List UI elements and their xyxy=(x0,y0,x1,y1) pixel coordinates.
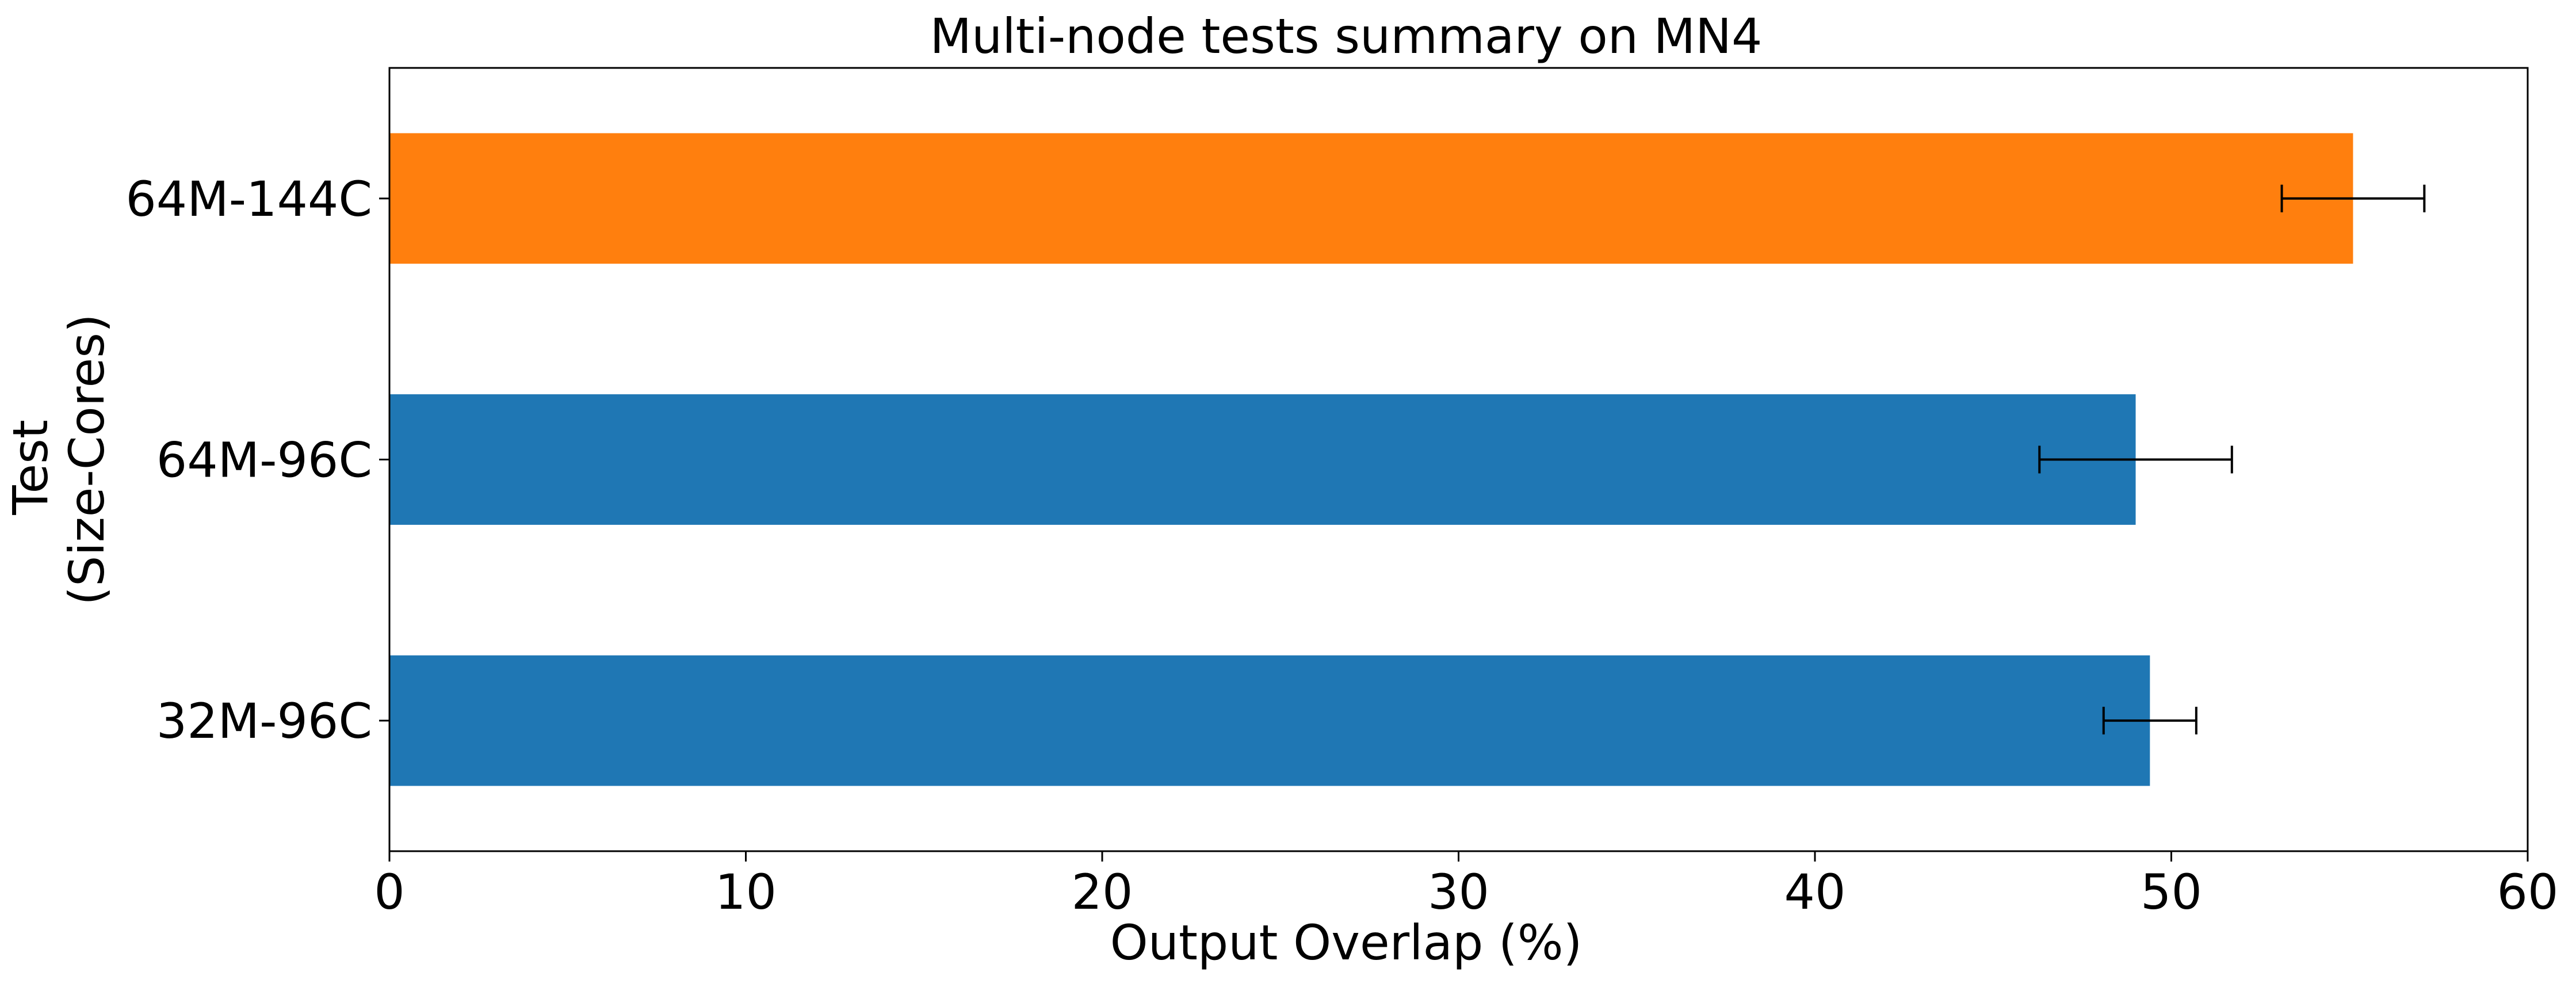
bars xyxy=(389,133,2353,786)
error-bar-64M-96C xyxy=(2038,445,2233,474)
x-tick-label: 50 xyxy=(2141,864,2202,920)
y-tick-label: 64M-96C xyxy=(156,432,372,489)
x-tick-label: 40 xyxy=(1784,864,1846,920)
x-axis: 0 10 20 30 40 50 60 xyxy=(374,851,2558,920)
error-bar-64M-144C xyxy=(2280,184,2426,212)
bar-32M-96C xyxy=(389,655,2150,786)
x-tick-label: 20 xyxy=(1072,864,1133,920)
bar-64M-96C xyxy=(389,394,2136,525)
y-tick-label: 32M-96C xyxy=(156,693,372,749)
x-tick-label: 60 xyxy=(2497,864,2559,920)
x-tick-label: 10 xyxy=(715,864,777,920)
y-tick-label: 64M-144C xyxy=(125,171,372,227)
x-axis-label: Output Overlap (%) xyxy=(1110,914,1583,971)
x-tick-label: 0 xyxy=(374,864,404,920)
y-axis-label-line-2: (Size-Cores) xyxy=(59,314,115,605)
y-axis-label: Test (Size-Cores) xyxy=(2,314,115,605)
bar-64M-144C xyxy=(389,133,2353,264)
error-bar-32M-96C xyxy=(2102,707,2197,735)
x-tick-label: 30 xyxy=(1428,864,1489,920)
y-axis-label-line-1: Test xyxy=(2,420,59,515)
y-axis: 32M-96C 64M-96C 64M-144C xyxy=(125,171,389,749)
error-bars xyxy=(2038,184,2426,735)
chart-title: Multi-node tests summary on MN4 xyxy=(930,8,1763,64)
plot-frame xyxy=(388,67,2529,852)
